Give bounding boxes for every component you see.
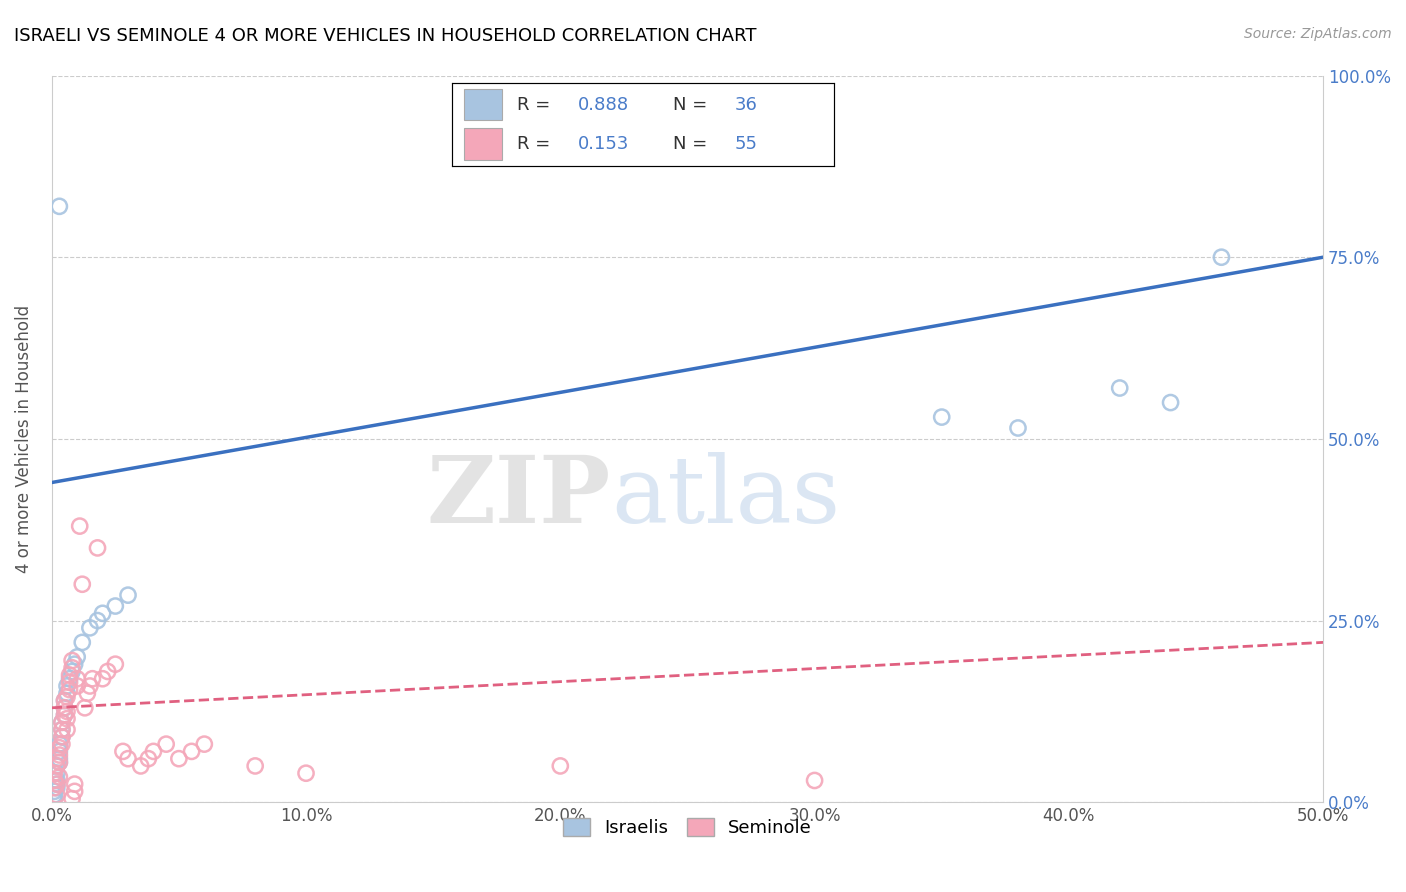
Point xyxy=(1160,395,1182,409)
Point xyxy=(60,654,83,668)
Legend: Israelis, Seminole: Israelis, Seminole xyxy=(555,810,820,844)
Point xyxy=(1007,421,1029,435)
Text: atlas: atlas xyxy=(612,452,841,542)
Point xyxy=(48,770,70,784)
Point xyxy=(97,665,120,679)
Point xyxy=(44,791,66,805)
Point xyxy=(1211,250,1233,264)
Point xyxy=(86,614,108,628)
Point xyxy=(155,737,177,751)
Point xyxy=(53,693,76,707)
Point xyxy=(803,773,825,788)
Point xyxy=(53,693,76,707)
Point xyxy=(51,737,73,751)
Point xyxy=(63,777,86,791)
Point xyxy=(48,747,70,762)
Text: ZIP: ZIP xyxy=(427,452,612,542)
Point xyxy=(167,752,190,766)
Point xyxy=(79,679,101,693)
Point xyxy=(56,686,79,700)
Point xyxy=(44,773,66,788)
Point xyxy=(243,759,266,773)
Point xyxy=(56,712,79,726)
Point xyxy=(58,675,80,690)
Point xyxy=(48,744,70,758)
Point xyxy=(69,519,91,533)
Point xyxy=(48,737,70,751)
Point xyxy=(56,705,79,719)
Point xyxy=(66,672,89,686)
Point xyxy=(58,672,80,686)
Y-axis label: 4 or more Vehicles in Household: 4 or more Vehicles in Household xyxy=(15,305,32,573)
Point xyxy=(45,752,67,766)
Point xyxy=(180,744,202,758)
Point xyxy=(45,788,67,802)
Point xyxy=(104,599,127,613)
Point xyxy=(193,737,215,751)
Point xyxy=(117,588,139,602)
Point xyxy=(63,784,86,798)
Point xyxy=(117,752,139,766)
Point xyxy=(53,700,76,714)
Point xyxy=(56,679,79,693)
Point xyxy=(58,668,80,682)
Text: Source: ZipAtlas.com: Source: ZipAtlas.com xyxy=(1244,27,1392,41)
Point xyxy=(931,410,953,425)
Point xyxy=(45,777,67,791)
Point xyxy=(73,700,96,714)
Point xyxy=(44,788,66,802)
Point xyxy=(104,657,127,672)
Point xyxy=(63,657,86,672)
Point xyxy=(56,690,79,704)
Point xyxy=(53,708,76,723)
Point xyxy=(66,679,89,693)
Point xyxy=(51,715,73,730)
Point xyxy=(48,756,70,770)
Point xyxy=(60,665,83,679)
Point xyxy=(142,744,165,758)
Point xyxy=(45,759,67,773)
Point xyxy=(82,672,104,686)
Point xyxy=(48,752,70,766)
Point xyxy=(76,686,98,700)
Text: ISRAELI VS SEMINOLE 4 OR MORE VEHICLES IN HOUSEHOLD CORRELATION CHART: ISRAELI VS SEMINOLE 4 OR MORE VEHICLES I… xyxy=(14,27,756,45)
Point xyxy=(72,577,94,591)
Point xyxy=(295,766,318,780)
Point xyxy=(45,773,67,788)
Point xyxy=(53,700,76,714)
Point xyxy=(53,708,76,723)
Point xyxy=(44,780,66,795)
Point xyxy=(56,723,79,737)
Point xyxy=(44,784,66,798)
Point xyxy=(138,752,160,766)
Point xyxy=(48,199,70,213)
Point xyxy=(129,759,152,773)
Point xyxy=(91,672,114,686)
Point xyxy=(72,635,94,649)
Point xyxy=(51,730,73,744)
Point xyxy=(44,766,66,780)
Point xyxy=(48,756,70,770)
Point xyxy=(45,780,67,795)
Point xyxy=(48,740,70,755)
Point xyxy=(45,759,67,773)
Point xyxy=(60,791,83,805)
Point xyxy=(45,766,67,780)
Point xyxy=(51,730,73,744)
Point xyxy=(60,661,83,675)
Point xyxy=(86,541,108,555)
Point xyxy=(91,607,114,621)
Point xyxy=(111,744,134,758)
Point xyxy=(51,715,73,730)
Point xyxy=(51,723,73,737)
Point xyxy=(58,682,80,697)
Point xyxy=(550,759,572,773)
Point xyxy=(66,649,89,664)
Point xyxy=(45,777,67,791)
Point xyxy=(51,723,73,737)
Point xyxy=(79,621,101,635)
Point xyxy=(1108,381,1130,395)
